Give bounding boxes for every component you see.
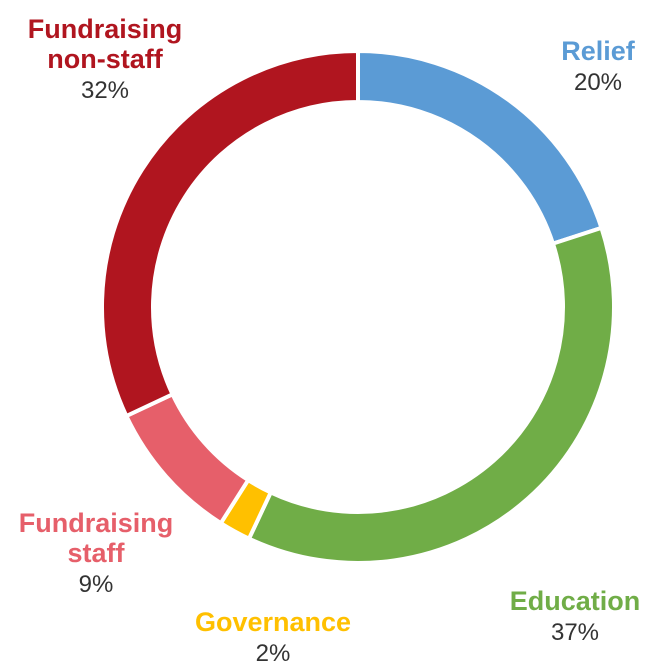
label-education-value: 37% — [550, 619, 600, 647]
label-fundraising-staff-line-2: staff — [67, 538, 125, 569]
label-fundraising-staff-value: 9% — [78, 571, 114, 599]
label-fundraising-staff-line-1: Fundraising — [18, 508, 174, 538]
slice-fundraising-staff — [123, 391, 251, 526]
label-fundraising-non-staff-value: 32% — [80, 77, 130, 105]
label-education-name: Education — [509, 586, 641, 616]
slice-education — [246, 225, 616, 565]
label-governance: Governance 2% — [178, 607, 368, 668]
label-fundraising-staff: Fundraising staff 9% — [6, 508, 186, 599]
label-relief-value: 20% — [573, 69, 623, 97]
label-governance-value: 2% — [255, 640, 291, 668]
label-relief-name: Relief — [561, 36, 635, 66]
label-fundraising-non-staff-line-1: Fundraising — [27, 14, 183, 44]
label-governance-name: Governance — [194, 607, 352, 637]
label-education: Education 37% — [495, 586, 651, 647]
slice-fundraising-non-staff — [100, 48, 360, 419]
label-fundraising-non-staff: Fundraising non-staff 32% — [10, 14, 200, 105]
donut-slices — [100, 48, 616, 565]
label-relief: Relief 20% — [538, 36, 651, 97]
label-fundraising-non-staff-line-2: non-staff — [47, 44, 163, 75]
